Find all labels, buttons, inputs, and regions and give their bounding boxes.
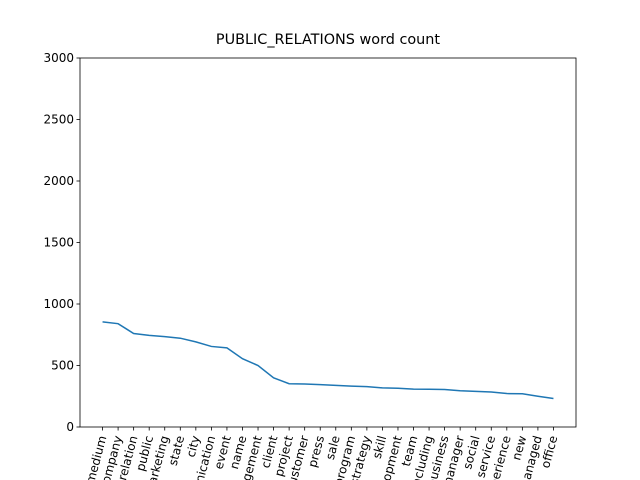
- y-tick-label: 1500: [43, 236, 74, 250]
- y-tick-label: 2000: [43, 174, 74, 188]
- y-tick-label: 500: [51, 359, 74, 373]
- y-tick-label: 3000: [43, 51, 74, 65]
- chart-title: PUBLIC_RELATIONS word count: [216, 32, 440, 48]
- y-tick-label: 0: [66, 420, 74, 434]
- line: [102, 321, 554, 400]
- x-tick-label: new: [509, 434, 529, 462]
- y-tick-label: 2500: [43, 113, 74, 127]
- y-tick-label: 1000: [43, 297, 74, 311]
- x-tick-label: city: [184, 434, 203, 459]
- x-tick-label: sale: [323, 434, 343, 461]
- x-tick-label: skill: [370, 434, 390, 460]
